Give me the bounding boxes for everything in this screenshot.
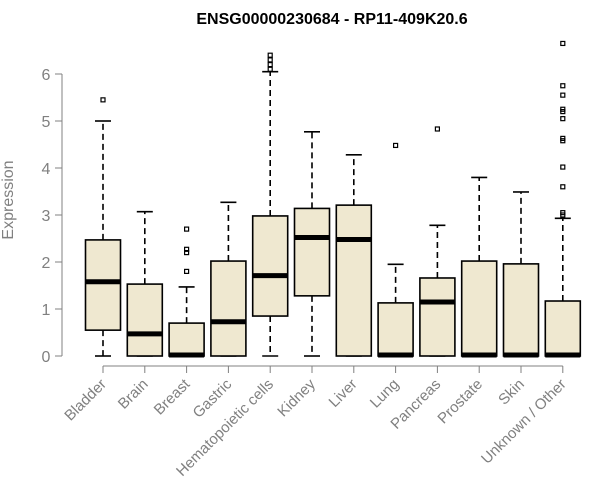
box-pancreas [419,126,456,357]
outlier-point [560,116,566,122]
iqr-box [168,322,205,357]
chart-title: ENSG00000230684 - RP11-409K20.6 [196,11,467,28]
box-gastric [210,201,247,357]
box-unknown-other [544,40,582,358]
iqr-box [210,260,247,357]
iqr-box [84,239,122,331]
iqr-box [460,260,498,357]
outlier-point [560,164,566,170]
box-breast [168,226,205,358]
box-liver [335,154,373,357]
x-tick-label: Kidney [274,375,319,420]
y-tick-label: 4 [42,161,51,178]
y-tick-label: 6 [42,67,51,84]
iqr-box [377,302,414,357]
outlier-point [100,97,106,103]
outlier-point [434,126,440,132]
outlier-point [560,106,566,112]
outlier-point [267,61,273,68]
outlier-point [393,142,399,149]
y-tick-label: 0 [42,349,51,366]
box-prostate [460,176,498,358]
iqr-box [419,277,456,357]
outlier-point [184,246,190,252]
box-bladder [84,97,122,357]
x-tick-label: Breast [151,375,194,418]
outlier-point [267,57,273,63]
x-tick-label: Bladder [61,376,110,425]
iqr-box [126,283,164,357]
outlier-point [560,135,566,141]
x-tick-label: Brain [115,376,152,413]
x-tick-label: Skin [495,376,528,409]
iqr-box [335,204,373,357]
box-kidney [293,131,331,357]
outlier-point [267,52,273,58]
x-tick-label: Prostate [434,376,486,428]
x-tick-label: Liver [326,376,361,411]
y-axis: 0 1 2 3 4 5 6 [42,67,63,366]
outlier-point [184,226,190,232]
box-skin [502,191,540,358]
iqr-box [251,215,289,317]
y-tick-label: 1 [42,302,51,319]
outlier-point [560,83,566,89]
outlier-point [560,210,566,216]
y-tick-label: 2 [42,255,51,272]
y-tick-label: 3 [42,208,51,225]
box-hematopoietic-cells [251,52,289,357]
y-tick-label: 5 [42,114,51,131]
iqr-box [293,207,331,297]
outlier-point [184,268,190,274]
outlier-point [560,40,566,47]
iqr-box [544,300,582,357]
x-tick-label: Lung [367,376,403,412]
iqr-box [502,263,540,357]
y-axis-label: Expression [0,160,17,239]
box-series [84,40,582,358]
outlier-point [267,66,273,72]
outlier-point [184,250,190,256]
outlier-point [560,184,566,190]
outlier-point [560,92,566,98]
box-lung [377,142,414,358]
box-brain [126,210,164,357]
